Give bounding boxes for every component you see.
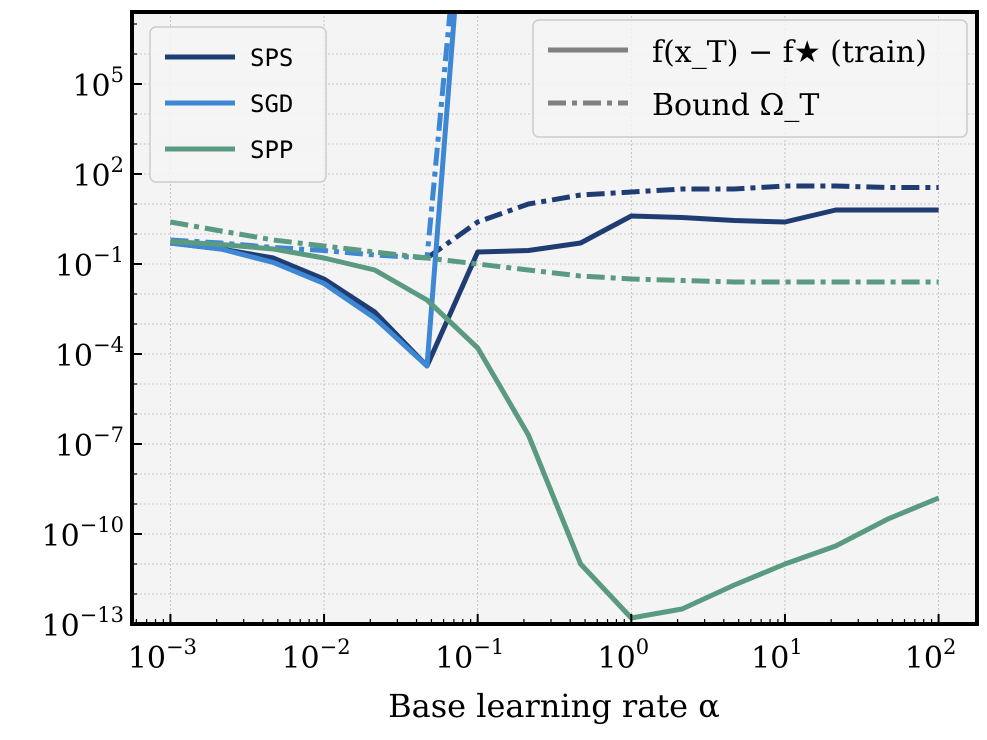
series-sps-bound-line [425, 183, 939, 261]
series-sps-train-line [170, 207, 939, 369]
x-axis-title: Base learning rate α [388, 687, 720, 725]
series-layer [169, 12, 940, 621]
x-tick-label: 10−3 [128, 635, 197, 676]
y-tick-label: 10−7 [55, 423, 124, 464]
x-tick-label: 102 [905, 635, 957, 676]
x-tick-exponent: −1 [473, 635, 504, 659]
x-tick-exponent: 0 [636, 635, 649, 659]
plot-frame [130, 10, 979, 626]
y-tick-label: 10−13 [41, 603, 124, 644]
y-tick-exponent: −10 [80, 513, 124, 537]
series-sgd-train-line [170, 12, 458, 369]
legend-metrics: f(x_T) − f★ (train) Bound Ω_T [532, 19, 968, 138]
legend-metrics-box [532, 19, 968, 138]
legend-methods-box [149, 26, 327, 183]
legend-sps-label: SPS [250, 44, 293, 72]
x-tick-exponent: −3 [166, 635, 197, 659]
y-tick-exponent: −7 [93, 423, 124, 447]
x-tick-exponent: 2 [943, 635, 956, 659]
x-tick-label: 101 [751, 635, 803, 676]
x-tick-exponent: 1 [789, 635, 802, 659]
x-tick-exponent: −2 [320, 635, 351, 659]
x-tick-label: 100 [598, 635, 650, 676]
legend-train-label: f(x_T) − f★ (train) [652, 35, 927, 70]
y-tick-label: 10−1 [55, 243, 124, 284]
series-spp-bound-line [169, 219, 939, 285]
x-tick-label: 10−2 [281, 635, 350, 676]
legend-sgd-label: SGD [250, 90, 293, 118]
y-tick-exponent: −4 [93, 333, 124, 357]
y-tick-label: 10−10 [41, 513, 124, 554]
legend-spp-label: SPP [250, 136, 293, 164]
y-tick-exponent: 5 [111, 63, 124, 87]
legend-bound-label: Bound Ω_T [652, 88, 819, 123]
y-tick-label: 102 [72, 153, 124, 194]
y-tick-label: 10−4 [55, 333, 124, 374]
y-tick-exponent: −13 [80, 603, 124, 627]
legend-methods: SPS SGD SPP [149, 26, 327, 183]
x-tick-label: 10−1 [435, 635, 504, 676]
y-tick-exponent: −1 [93, 243, 124, 267]
y-tick-label: 105 [72, 63, 124, 104]
y-tick-exponent: 2 [111, 153, 124, 177]
series-spp-train-line [170, 239, 940, 621]
